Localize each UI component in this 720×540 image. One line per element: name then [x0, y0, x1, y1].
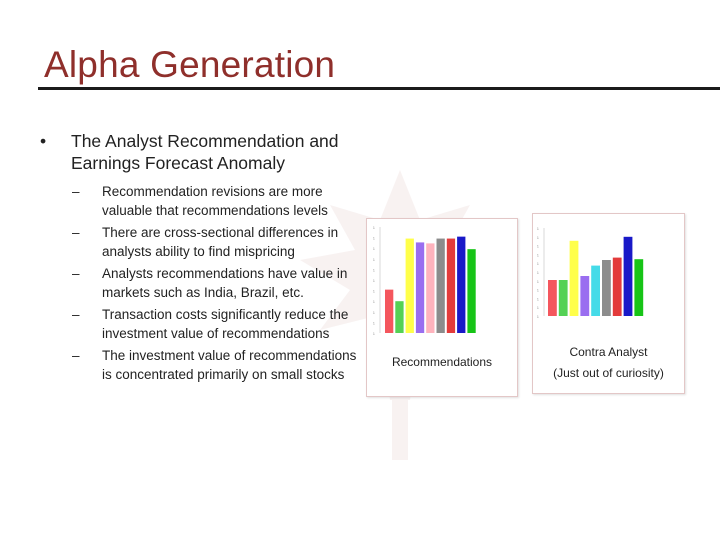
recommendations-tick-label: 1 [373, 331, 376, 336]
recommendations-caption: Recommendations [391, 355, 493, 369]
contra-analyst-bar [569, 240, 579, 316]
contra-analyst-caption-line2: (Just out of curiosity) [553, 366, 664, 380]
contra-analyst-bar [634, 259, 644, 316]
main-bullet: • The Analyst Recommendation and Earning… [40, 130, 360, 174]
sub-bullet-item: – The investment value of recommendation… [72, 346, 360, 384]
contra-analyst-bar [612, 257, 622, 316]
sub-bullet-item: – Transaction costs significantly reduce… [72, 305, 360, 343]
recommendations-bar [426, 243, 435, 333]
sub-bullet-item: – Analysts recommendations have value in… [72, 264, 360, 302]
recommendations-tick-label: 1 [373, 236, 376, 241]
recommendations-tick-label: 1 [373, 310, 376, 315]
contra-analyst-bar-chart: 1 1 1 1 1 1 1 1 1 1 1 [537, 226, 644, 319]
sub-bullet-text: Analysts recommendations have value in m… [102, 266, 348, 300]
recommendations-bar [395, 301, 404, 333]
sub-bullet-text: Recommendation revisions are more valuab… [102, 184, 328, 218]
recommendations-tick-label: 1 [373, 289, 376, 294]
recommendations-tick-label: 1 [373, 267, 376, 272]
recommendations-bar-chart: 1 1 1 1 1 1 1 1 1 1 1 [373, 225, 476, 336]
contra-analyst-tick-label: 1 [537, 226, 540, 231]
recommendations-tick-label: 1 [373, 225, 376, 230]
contra-analyst-bar [623, 236, 633, 316]
contra-analyst-tick-label: 1 [537, 235, 540, 240]
main-bullet-text: The Analyst Recommendation and Earnings … [71, 131, 339, 173]
recommendations-bar [385, 289, 394, 333]
dash-icon: – [72, 348, 80, 363]
contra-analyst-tick-label: 1 [537, 270, 540, 275]
recommendations-tick-label: 1 [373, 299, 376, 304]
sub-bullet-item: – Recommendation revisions are more valu… [72, 182, 360, 220]
sub-bullet-text: There are cross-sectional differences in… [102, 225, 339, 259]
recommendations-tick-label: 1 [373, 246, 376, 251]
contra-analyst-tick-label: 1 [537, 305, 540, 310]
contra-analyst-chart-card: 1 1 1 1 1 1 1 1 1 1 1 Contra Analyst (Just out of … [532, 213, 685, 394]
contra-analyst-tick-label: 1 [537, 296, 540, 301]
recommendations-bar [405, 238, 414, 333]
contra-analyst-bar [548, 280, 557, 316]
contra-analyst-bar [602, 260, 611, 316]
recommendations-chart-card: 1 1 1 1 1 1 1 1 1 1 1 Recommendations [366, 218, 518, 397]
recommendations-bar [467, 249, 476, 333]
contra-analyst-bar [591, 265, 600, 316]
dash-icon: – [72, 184, 80, 199]
contra-analyst-bar [558, 280, 568, 316]
title-divider [38, 87, 720, 90]
dash-icon: – [72, 225, 80, 240]
contra-analyst-bar [580, 276, 590, 316]
contra-analyst-tick-label: 1 [537, 252, 540, 257]
dash-icon: – [72, 266, 80, 281]
contra-analyst-caption-line1: Contra Analyst [569, 345, 648, 359]
recommendations-tick-label: 1 [373, 278, 376, 283]
contra-analyst-tick-label: 1 [537, 279, 540, 284]
contra-analyst-tick-label: 1 [537, 288, 540, 293]
sub-bullet-text: The investment value of recommendations … [102, 348, 357, 382]
dash-icon: – [72, 307, 80, 322]
contra-analyst-tick-label: 1 [537, 314, 540, 319]
contra-analyst-tick-label: 1 [537, 261, 540, 266]
recommendations-bar [415, 242, 425, 333]
slide-title: Alpha Generation [44, 44, 336, 85]
recommendations-tick-label: 1 [373, 320, 376, 325]
recommendations-bar [436, 238, 445, 333]
sub-bullet-list: – Recommendation revisions are more valu… [40, 182, 360, 384]
sub-bullet-item: – There are cross-sectional differences … [72, 223, 360, 261]
recommendations-bar [446, 238, 456, 333]
sub-bullet-text: Transaction costs significantly reduce t… [102, 307, 349, 341]
contra-analyst-tick-label: 1 [537, 244, 540, 249]
recommendations-tick-label: 1 [373, 257, 376, 262]
bullet-list: • The Analyst Recommendation and Earning… [40, 130, 360, 387]
bullet-dot-icon: • [40, 131, 47, 151]
recommendations-bar [457, 236, 466, 333]
